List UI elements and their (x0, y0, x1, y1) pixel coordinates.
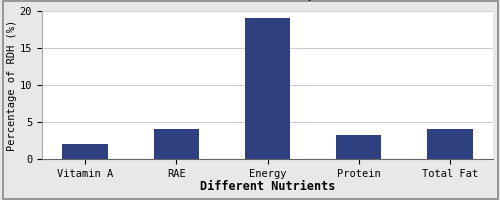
Text: www.dietandfitnesstoday.com: www.dietandfitnesstoday.com (159, 0, 341, 1)
Bar (336, 135, 382, 159)
Bar (427, 129, 472, 159)
Bar (154, 129, 199, 159)
Bar (244, 18, 290, 159)
Bar (62, 144, 108, 159)
Y-axis label: Percentage of RDH (%): Percentage of RDH (%) (7, 19, 17, 151)
X-axis label: Different Nutrients: Different Nutrients (200, 180, 335, 193)
